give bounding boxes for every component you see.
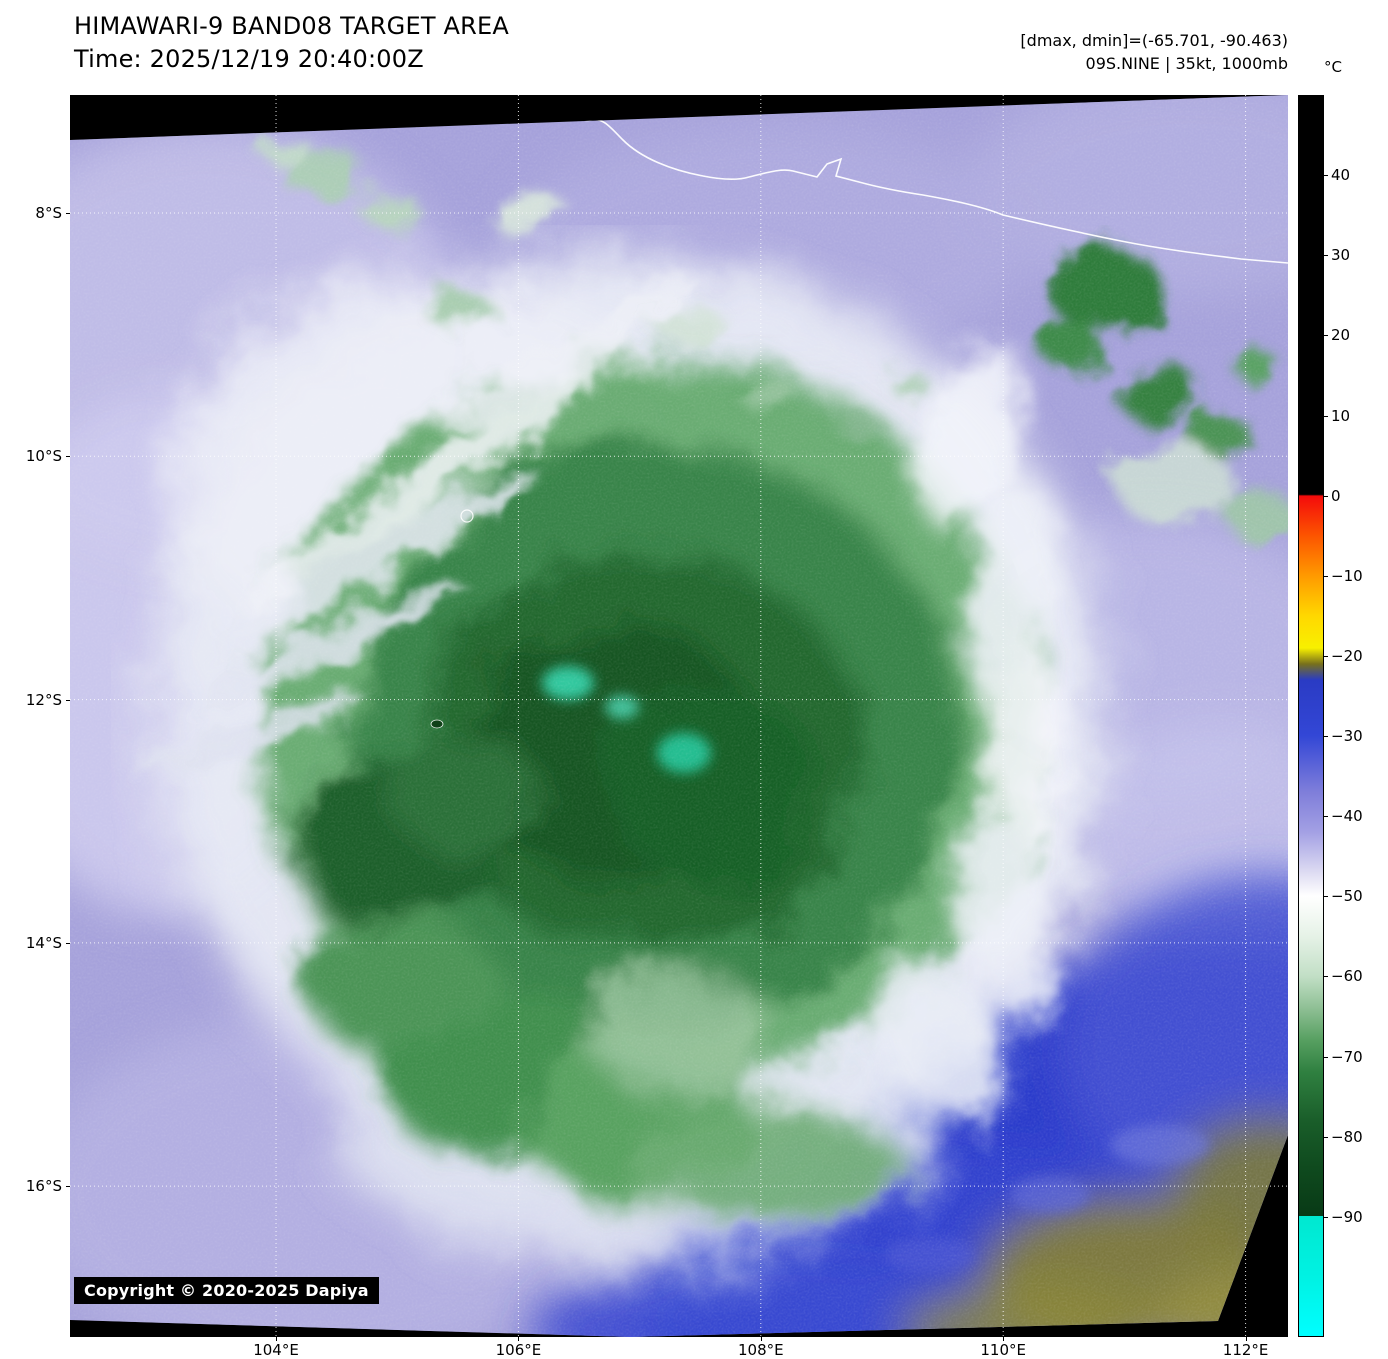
- colorbar-tick-label: −10: [1331, 566, 1363, 585]
- storm-info: 09S.NINE | 35kt, 1000mb: [1085, 54, 1288, 73]
- figure-timestamp: Time: 2025/12/19 20:40:00Z: [74, 45, 424, 73]
- colorbar-tick-label: −40: [1331, 807, 1363, 826]
- colorbar-tick-label: −20: [1331, 646, 1363, 665]
- colorbar-tick-mark: [1324, 1136, 1328, 1138]
- colorbar-tick-mark: [1324, 575, 1328, 577]
- y-axis-tick-mark: [66, 212, 70, 214]
- y-axis-tick-label: 16°S: [25, 1177, 62, 1196]
- colorbar-tick-mark: [1324, 976, 1328, 978]
- colorbar-tick-label: −80: [1331, 1127, 1363, 1146]
- colorbar-tick-mark: [1324, 175, 1328, 177]
- colorbar-tick-mark: [1324, 736, 1328, 738]
- small-island: [430, 719, 444, 729]
- colorbar-tick-mark: [1324, 816, 1328, 818]
- coastline: [557, 96, 1288, 264]
- colorbar-tick-label: 10: [1331, 406, 1351, 425]
- colorbar-tick-mark: [1324, 495, 1328, 497]
- lat-lon-grid: [70, 95, 1288, 1337]
- y-axis-tick-mark: [66, 942, 70, 944]
- colorbar-unit-label: °C: [1324, 58, 1342, 76]
- colorbar-tick-label: −70: [1331, 1047, 1363, 1066]
- colorbar-tick-label: 30: [1331, 246, 1351, 265]
- copyright-badge: Copyright © 2020-2025 Dapiya: [74, 1277, 379, 1304]
- x-axis-tick-label: 112°E: [1222, 1341, 1269, 1359]
- colorbar-tick-label: −30: [1331, 727, 1363, 746]
- colorbar-tick-mark: [1324, 415, 1328, 417]
- x-axis-tick-mark: [1003, 1337, 1005, 1341]
- x-axis-tick-mark: [518, 1337, 520, 1341]
- colorbar-tick-label: −60: [1331, 967, 1363, 986]
- colorbar-gradient: [1299, 96, 1323, 1336]
- colorbar-tick-mark: [1324, 1056, 1328, 1058]
- colorbar-tick-label: −50: [1331, 887, 1363, 906]
- colorbar-tick-mark: [1324, 335, 1328, 337]
- colorbar-tick-label: 40: [1331, 166, 1351, 185]
- texture-grain: [70, 95, 1288, 1337]
- colorbar-tick-label: 0: [1331, 486, 1341, 505]
- satellite-swath: [70, 95, 1288, 1337]
- y-axis-tick-mark: [66, 699, 70, 701]
- colorbar-tick-mark: [1324, 255, 1328, 257]
- x-axis-tick-mark: [276, 1337, 278, 1341]
- satellite-imagery: [70, 95, 1288, 1337]
- colorbar: [1298, 95, 1324, 1337]
- colorbar-tick-mark: [1324, 655, 1328, 657]
- colorbar-tick-label: −90: [1331, 1207, 1363, 1226]
- x-axis-tick-label: 104°E: [253, 1341, 299, 1359]
- y-axis-tick-label: 8°S: [35, 203, 62, 222]
- satellite-image-panel: Copyright © 2020-2025 Dapiya: [70, 95, 1288, 1337]
- colorbar-tick-mark: [1324, 1216, 1328, 1218]
- dmax-dmin-readout: [dmax, dmin]=(-65.701, -90.463): [1020, 31, 1288, 50]
- y-axis-tick-label: 10°S: [25, 447, 62, 466]
- x-axis-tick-label: 108°E: [737, 1341, 784, 1359]
- x-axis-tick-mark: [760, 1337, 762, 1341]
- colorbar-tick-mark: [1324, 896, 1328, 898]
- figure-title: HIMAWARI-9 BAND08 TARGET AREA: [74, 12, 509, 40]
- y-axis-tick-label: 14°S: [25, 933, 62, 952]
- x-axis-tick-mark: [1245, 1337, 1247, 1341]
- x-axis-tick-label: 106°E: [495, 1341, 542, 1359]
- colorbar-tick-label: 20: [1331, 326, 1351, 345]
- header-info: [dmax, dmin]=(-65.701, -90.463) 09S.NINE…: [1020, 29, 1288, 75]
- y-axis-tick-mark: [66, 1186, 70, 1188]
- x-axis-tick-label: 110°E: [980, 1341, 1026, 1359]
- small-island-outline: [460, 509, 474, 523]
- y-axis-tick-mark: [66, 456, 70, 458]
- y-axis-tick-label: 12°S: [25, 690, 62, 709]
